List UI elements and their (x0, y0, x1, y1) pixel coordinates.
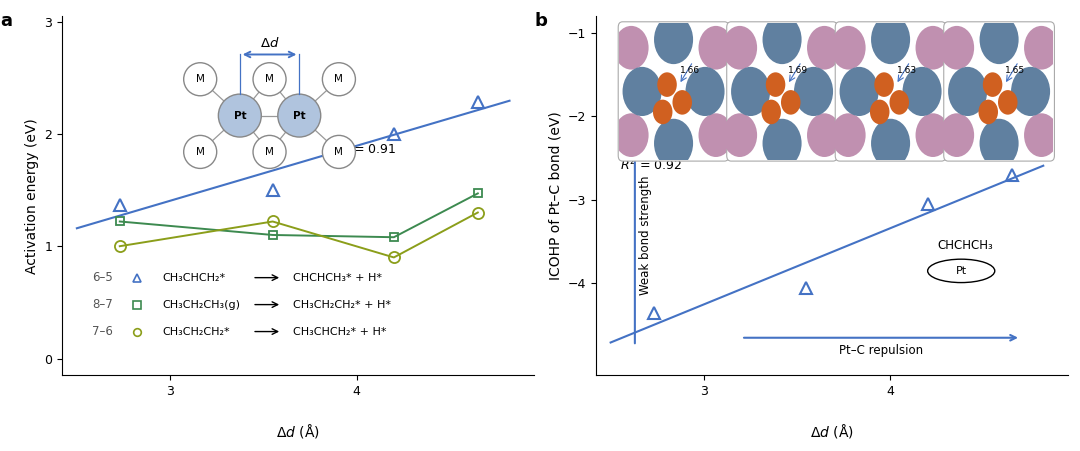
Text: Pt: Pt (956, 266, 967, 276)
Text: $\Delta d$ (Å): $\Delta d$ (Å) (810, 422, 853, 440)
Text: 8–7: 8–7 (92, 298, 112, 311)
Text: CHCHCH₃* + H*: CHCHCH₃* + H* (293, 273, 382, 283)
Text: b: b (535, 12, 548, 30)
Text: Pt–C repulsion: Pt–C repulsion (839, 345, 923, 358)
Text: $R^2$ = 0.92: $R^2$ = 0.92 (620, 157, 683, 174)
Y-axis label: ICOHP of Pt–C bond (eV): ICOHP of Pt–C bond (eV) (548, 111, 562, 280)
Text: CH₃CH₂CH₃(g): CH₃CH₂CH₃(g) (163, 299, 241, 309)
Text: CHCHCH₃: CHCHCH₃ (937, 239, 993, 252)
Text: CH₃CH₂CH₂*: CH₃CH₂CH₂* (163, 327, 230, 336)
Text: $\Delta d$ (Å): $\Delta d$ (Å) (276, 422, 320, 440)
Text: a: a (1, 12, 13, 30)
Text: CH₃CHCH₂* + H*: CH₃CHCH₂* + H* (293, 327, 387, 336)
Text: $R^2$ = 0.91: $R^2$ = 0.91 (334, 141, 396, 157)
Text: Weak bond strength: Weak bond strength (638, 175, 651, 295)
Y-axis label: Activation energy (eV): Activation energy (eV) (25, 118, 39, 274)
Text: 7–6: 7–6 (92, 325, 112, 338)
Text: CH₃CHCH₂*: CH₃CHCH₂* (163, 273, 226, 283)
Text: CH₃CH₂CH₂* + H*: CH₃CH₂CH₂* + H* (293, 299, 391, 309)
Text: 6–5: 6–5 (92, 271, 112, 284)
